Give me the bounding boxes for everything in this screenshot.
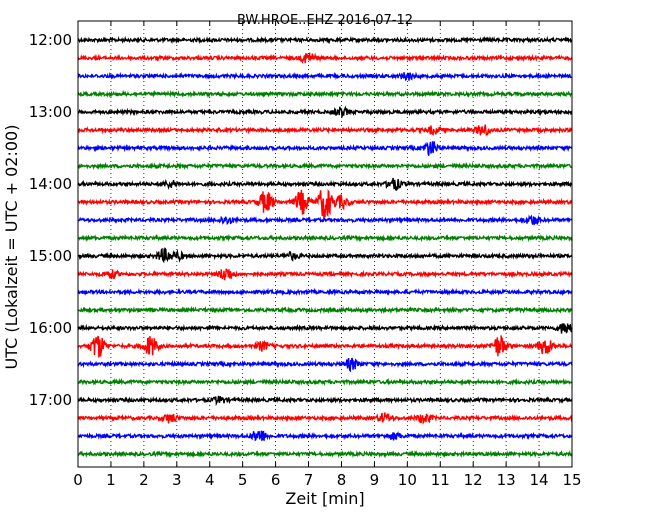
seismogram-trace [77,430,573,442]
seismogram-trace [77,449,573,459]
seismogram-trace [77,89,573,99]
y-tick-label: 14:00 [29,175,72,193]
seismogram-trace [77,52,573,65]
y-axis-ticks: 12:00 13:00 14:00 15:00 16:00 17:00 [29,31,572,409]
x-tick-label: 10 [398,471,417,489]
seismogram-trace [77,268,573,281]
y-axis-title: UTC (Lokalzeit = UTC + 02:00) [2,125,21,370]
seismogram-trace [77,233,573,243]
seismogram-trace [77,35,573,45]
seismogram-trace [77,395,573,407]
x-tick-label: 8 [337,471,347,489]
seismogram-trace [77,357,573,373]
x-tick-label: 7 [304,471,314,489]
x-tick-label: 4 [205,471,215,489]
x-axis-title: Zeit [min] [285,489,364,508]
x-tick-label: 2 [139,471,149,489]
seismogram-trace [77,335,573,358]
seismogram-trace [77,412,573,425]
x-tick-label: 3 [172,471,182,489]
x-tick-label: 0 [73,471,83,489]
seismogram-trace [77,161,573,171]
seismogram-trace [77,287,573,297]
seismogram-trace [77,377,573,387]
x-tick-label: 11 [431,471,450,489]
x-tick-label: 14 [530,471,549,489]
y-tick-label: 17:00 [29,391,72,409]
x-axis-ticks: 0 1 2 3 4 5 6 7 8 9 10 11 12 13 14 15 [73,21,582,489]
seismogram-trace [77,188,573,220]
x-tick-label: 1 [106,471,116,489]
seismogram-trace [77,105,573,118]
seismogram-traces [77,35,573,459]
seismogram-trace [77,323,573,334]
seismogram-trace [77,214,573,226]
x-tick-label: 9 [370,471,380,489]
seismogram-trace [77,177,573,192]
plot-frame [77,20,573,468]
x-tick-label: 5 [238,471,248,489]
x-tick-label: 13 [497,471,516,489]
seismogram-trace [77,71,573,82]
x-tick-label: 6 [271,471,281,489]
seismogram-trace [77,246,573,264]
y-tick-label: 13:00 [29,103,72,121]
seismogram-trace [77,141,573,156]
seismogram-trace [77,124,573,137]
y-tick-label: 12:00 [29,31,72,49]
x-tick-label: 12 [464,471,483,489]
y-tick-label: 16:00 [29,319,72,337]
seismogram-trace [77,305,573,315]
y-tick-label: 15:00 [29,247,72,265]
x-tick-label: 15 [562,471,581,489]
